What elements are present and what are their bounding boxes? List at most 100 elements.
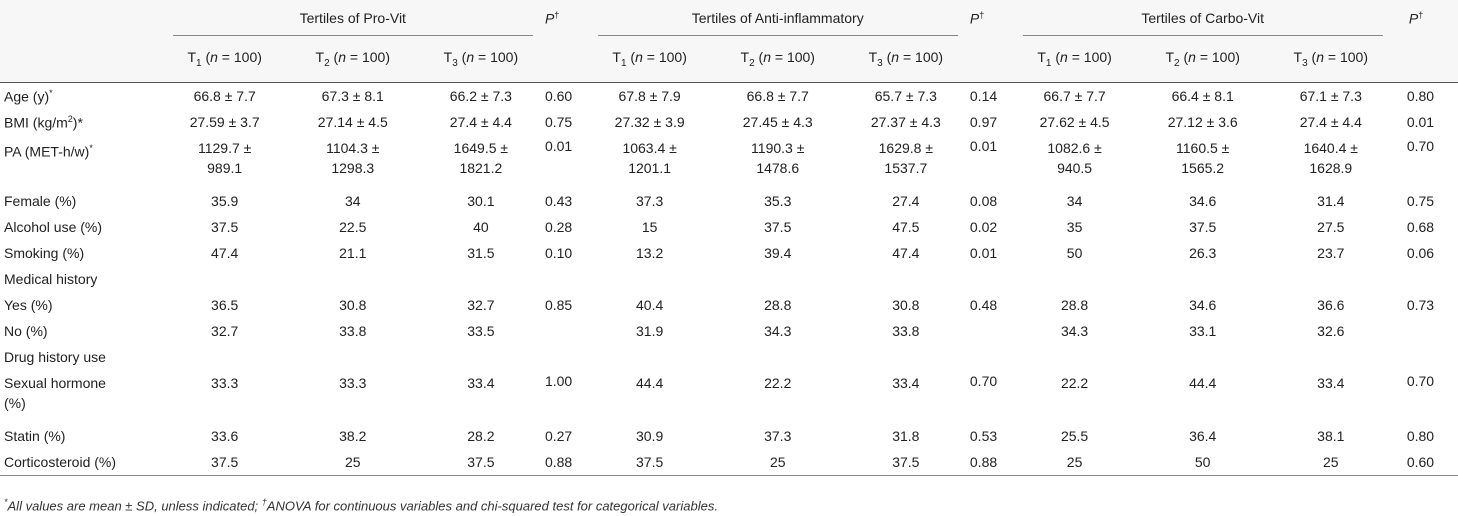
value-cell: 22.2 — [764, 375, 792, 391]
value-cell: 32.7 — [467, 297, 495, 313]
value-cell: 22.5 — [339, 219, 367, 235]
p-value-cell: 0.48 — [969, 297, 998, 313]
value-cell: 25 — [1266, 449, 1395, 476]
value-cell — [586, 266, 714, 292]
value-cell: 40 — [473, 219, 489, 235]
tertile-header-g2-t3: T3 (n = 100) — [841, 36, 970, 83]
value-cell: 27.4 ± 4.4 — [1299, 114, 1362, 130]
p-value-cell: 0.01 — [969, 138, 998, 154]
value-cell: 25.5 — [1060, 428, 1089, 444]
value-cell: 65.7 ± 7.3 — [874, 88, 937, 104]
p-value-cell: 0.53 — [969, 428, 998, 444]
value-cell: 28.8 — [764, 297, 792, 313]
p-value-cell: 0.73 — [1406, 297, 1435, 313]
value-cell — [289, 344, 417, 370]
value-cell: 67.3 ± 8.1 — [321, 88, 384, 104]
value-cell: 36.4 — [1189, 428, 1217, 444]
p-value-cell: 0.70 — [969, 373, 998, 389]
value-cell: 25 — [713, 449, 842, 476]
value-cell — [842, 344, 970, 370]
p-value-cell — [970, 266, 1011, 292]
value-cell: 30.1 — [467, 193, 495, 209]
value-cell — [1267, 266, 1395, 292]
row-label: Corticosteroid (%) — [0, 449, 161, 476]
value-cell: 28.2 — [467, 428, 495, 444]
value-cell: 25 — [288, 449, 417, 476]
tertile-header-g2-t2: T2 (n = 100) — [713, 36, 842, 83]
value-cell: 37.5 — [416, 449, 545, 476]
value-cell: 34 — [1066, 193, 1083, 209]
p-header-carbo-vit: P† — [1408, 9, 1424, 27]
value-cell: 50 — [1138, 449, 1267, 476]
row-label: No (%) — [4, 323, 48, 339]
value-cell: 47.4 — [892, 245, 920, 261]
value-cell: 47.5 — [892, 219, 920, 235]
p-value-cell: 0.75 — [1406, 193, 1435, 209]
value-cell — [714, 344, 842, 370]
tertile-header-g1-t3: T3 (n = 100) — [416, 36, 545, 83]
value-cell: 34.3 — [1060, 323, 1089, 339]
value-cell: 30.9 — [636, 428, 664, 444]
footnote: *All values are mean ± SD, unless indica… — [4, 497, 718, 514]
value-cell — [1011, 344, 1139, 370]
value-cell: 1082.6 ± 940.5 — [1047, 140, 1102, 176]
table-row: Female (%) 35.9 34 30.1 0.43 37.3 35.3 27.4 0.08… — [0, 188, 1458, 214]
value-cell: 36.6 — [1317, 297, 1345, 313]
p-value-cell — [545, 344, 586, 370]
p-header-pro-vit: P† — [544, 9, 560, 27]
value-cell: 27.12 ± 3.6 — [1167, 114, 1238, 130]
p-header-spacer — [969, 36, 1011, 83]
group-header-carbo-vit: Tertiles of Carbo-Vit — [1011, 0, 1395, 36]
value-cell: 44.4 — [1189, 375, 1217, 391]
p-value-cell: 0.01 — [969, 245, 998, 261]
value-cell: 33.8 — [892, 323, 920, 339]
value-cell: 1160.5 ± 1565.2 — [1176, 140, 1230, 176]
value-cell: 1063.4 ± 1201.1 — [622, 140, 677, 176]
group-header-pro-vit: Tertiles of Pro-Vit — [161, 0, 545, 36]
value-cell: 22.2 — [1060, 375, 1089, 391]
p-value-cell: 0.80 — [1406, 88, 1435, 104]
row-label: Drug history use — [4, 349, 106, 365]
value-cell: 32.7 — [211, 323, 239, 339]
p-value-cell: 0.70 — [1406, 373, 1435, 389]
value-cell: 38.2 — [339, 428, 367, 444]
row-label: Alcohol use (%) — [4, 219, 103, 235]
table-body: Age (y)* 66.8 ± 7.7 67.3 ± 8.1 66.2 ± 7.3 0.… — [0, 83, 1458, 476]
value-cell: 66.8 ± 7.7 — [746, 88, 809, 104]
p-value-cell: 0.01 — [1406, 114, 1435, 130]
p-value-cell: 0.70 — [1406, 138, 1435, 154]
table-row: Medical history — [0, 266, 1458, 292]
tertile-header-g2-t1: T1 (n = 100) — [585, 36, 714, 83]
table-row: Age (y)* 66.8 ± 7.7 67.3 ± 8.1 66.2 ± 7.3 0.… — [0, 83, 1458, 110]
value-cell: 13.2 — [636, 245, 664, 261]
tertile-header-g1-t2: T2 (n = 100) — [288, 36, 417, 83]
value-cell: 32.6 — [1317, 323, 1345, 339]
value-cell: 34.6 — [1189, 297, 1217, 313]
row-label: Yes (%) — [4, 297, 53, 313]
p-value-cell: 0.06 — [1406, 245, 1435, 261]
characteristics-table: Tertiles of Pro-Vit P† Tertiles of Anti-… — [0, 0, 1458, 476]
value-cell: 37.5 — [160, 449, 289, 476]
table-row: PA (MET-h/w)* 1129.7 ± 989.1 1104.3 ± 1298… — [0, 135, 1458, 188]
p-value-cell — [545, 318, 586, 344]
value-cell: 33.3 — [339, 375, 367, 391]
value-cell — [289, 266, 417, 292]
p-value-cell: 0.08 — [969, 193, 998, 209]
value-cell — [1011, 266, 1139, 292]
value-cell: 37.5 — [841, 449, 970, 476]
value-cell: 33.3 — [211, 375, 239, 391]
p-value-cell: 0.14 — [969, 88, 998, 104]
value-cell: 31.9 — [636, 323, 664, 339]
table-row: Drug history use — [0, 344, 1458, 370]
value-cell: 33.1 — [1189, 323, 1217, 339]
value-cell: 23.7 — [1317, 245, 1345, 261]
value-cell: 44.4 — [636, 375, 664, 391]
p-value-cell — [1395, 266, 1458, 292]
value-cell: 27.4 ± 4.4 — [449, 114, 512, 130]
tertile-header-g3-t1: T1 (n = 100) — [1010, 36, 1139, 83]
value-cell: 66.8 ± 7.7 — [193, 88, 256, 104]
value-cell: 31.4 — [1317, 193, 1345, 209]
value-cell: 30.8 — [339, 297, 367, 313]
header-row-groups: Tertiles of Pro-Vit P† Tertiles of Anti-… — [0, 0, 1458, 36]
value-cell: 27.62 ± 4.5 — [1039, 114, 1110, 130]
